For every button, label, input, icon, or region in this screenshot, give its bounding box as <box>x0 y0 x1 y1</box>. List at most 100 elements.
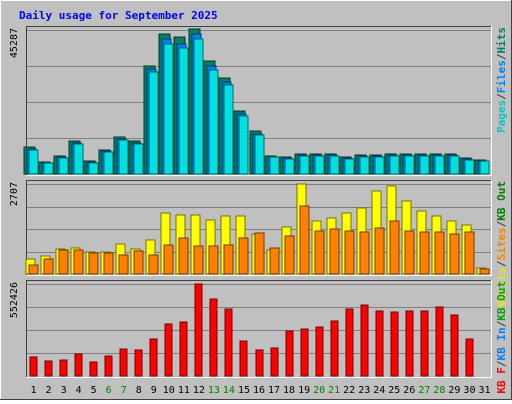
x-tick-label: 24 <box>373 385 385 396</box>
bar-pages-day-12 <box>193 38 204 175</box>
bar-kb-f-day-12 <box>194 283 203 377</box>
bar-pages-day-7 <box>118 139 129 175</box>
bar-kb-f-day-3 <box>59 359 68 377</box>
x-tick-label: 11 <box>178 385 190 396</box>
bar-kb-f-day-19 <box>300 328 309 377</box>
x-tick-label: 17 <box>268 385 280 396</box>
bar-sites-day-15 <box>238 237 249 275</box>
bar-kb-f-day-23 <box>360 304 369 377</box>
x-tick-label: 29 <box>448 385 460 396</box>
bar-kb-f-day-6 <box>104 355 113 377</box>
bar-sites-day-11 <box>178 237 189 275</box>
bar-sites-day-16 <box>254 232 265 275</box>
x-tick-label: 16 <box>253 385 265 396</box>
bar-pages-day-1 <box>28 149 39 175</box>
x-tick-label: 15 <box>238 385 250 396</box>
bar-pages-day-19 <box>299 155 310 175</box>
bar-pages-day-22 <box>344 158 355 175</box>
bar-sites-day-26 <box>404 230 415 275</box>
bar-pages-day-3 <box>58 157 69 175</box>
bar-kb-f-day-30 <box>465 338 474 377</box>
bar-sites-day-6 <box>103 252 114 275</box>
x-tick-label: 28 <box>433 385 445 396</box>
bar-pages-day-13 <box>208 69 219 175</box>
bar-pages-day-26 <box>404 155 415 175</box>
legend-entry: KB Out <box>495 181 508 221</box>
bar-kb-f-day-10 <box>164 323 173 377</box>
bar-kb-f-day-5 <box>89 361 98 377</box>
bar-kb-f-day-17 <box>270 347 279 377</box>
bar-kb-f-day-7 <box>119 348 128 377</box>
x-tick-label: 8 <box>136 385 142 396</box>
side-legend-bottom: KB F/KB In/KB Out <box>495 281 508 394</box>
bar-sites-day-31 <box>479 268 490 275</box>
bar-sites-day-25 <box>389 220 400 275</box>
bar-kb-f-day-21 <box>330 320 339 377</box>
x-tick-label: 19 <box>298 385 310 396</box>
x-tick-label: 12 <box>193 385 205 396</box>
bar-kb-f-day-28 <box>435 306 444 377</box>
bar-sites-day-19 <box>299 205 310 275</box>
bar-sites-day-1 <box>28 264 39 275</box>
legend-entry: Pages <box>495 100 508 133</box>
series-pages <box>28 38 490 175</box>
x-tick-label: 23 <box>358 385 370 396</box>
x-tick-label: 13 <box>208 385 220 396</box>
bar-sites-day-7 <box>118 254 129 275</box>
max-value-label-bottom: 552426 <box>9 282 20 318</box>
legend-entry: Files <box>495 60 508 93</box>
bar-pages-day-28 <box>434 155 445 175</box>
bar-kb-f-day-15 <box>239 340 248 377</box>
x-tick-label: 26 <box>403 385 415 396</box>
bar-kb-f-day-8 <box>134 349 143 377</box>
bar-kb-f-day-13 <box>209 298 218 377</box>
bar-sites-day-23 <box>359 231 370 275</box>
x-tick-label: 27 <box>418 385 430 396</box>
bar-sites-day-24 <box>374 227 385 275</box>
bar-pages-day-5 <box>88 162 99 175</box>
x-tick-label: 30 <box>463 385 475 396</box>
bar-pages-day-30 <box>464 159 475 175</box>
bar-pages-day-8 <box>133 143 144 175</box>
bar-sites-day-2 <box>43 258 54 275</box>
bar-pages-day-24 <box>374 156 385 175</box>
x-tick-label: 14 <box>223 385 235 396</box>
x-tick-label: 18 <box>283 385 295 396</box>
x-tick-label: 9 <box>151 385 157 396</box>
x-tick-label: 5 <box>91 385 97 396</box>
legend-entry: KB In <box>495 327 508 360</box>
legend-entry: Visits <box>495 267 508 307</box>
x-tick-label: 3 <box>61 385 67 396</box>
bar-kb-f-day-2 <box>44 360 53 377</box>
x-tick-label: 22 <box>343 385 355 396</box>
series-sites <box>28 205 490 275</box>
bar-sites-day-4 <box>73 249 84 275</box>
bar-kb-f-day-4 <box>74 353 83 377</box>
bar-kb-f-day-29 <box>450 314 459 377</box>
bar-sites-day-28 <box>434 231 445 275</box>
x-tick-label: 25 <box>388 385 400 396</box>
x-tick-label: 10 <box>163 385 175 396</box>
bar-kb-f-day-1 <box>29 356 38 377</box>
x-tick-label: 6 <box>106 385 112 396</box>
legend-entry: / <box>495 93 508 100</box>
x-tick-label: 31 <box>478 385 490 396</box>
bar-kb-f-day-14 <box>224 308 233 377</box>
panel-bottom: 552426 KB F/KB In/KB Out <box>9 280 508 394</box>
chart-title: Daily usage for September 2025 <box>19 9 218 22</box>
bar-kb-f-day-16 <box>255 349 264 377</box>
bar-kb-f-day-11 <box>179 321 188 377</box>
x-tick-label: 7 <box>121 385 127 396</box>
bar-pages-day-2 <box>43 162 54 175</box>
legend-entry: / <box>495 320 508 327</box>
bar-sites-day-9 <box>148 254 159 275</box>
bar-pages-day-6 <box>103 151 114 175</box>
bar-pages-day-11 <box>178 47 189 175</box>
bar-kb-f-day-9 <box>149 338 158 377</box>
bar-sites-day-29 <box>449 233 460 275</box>
bar-pages-day-16 <box>254 134 265 175</box>
